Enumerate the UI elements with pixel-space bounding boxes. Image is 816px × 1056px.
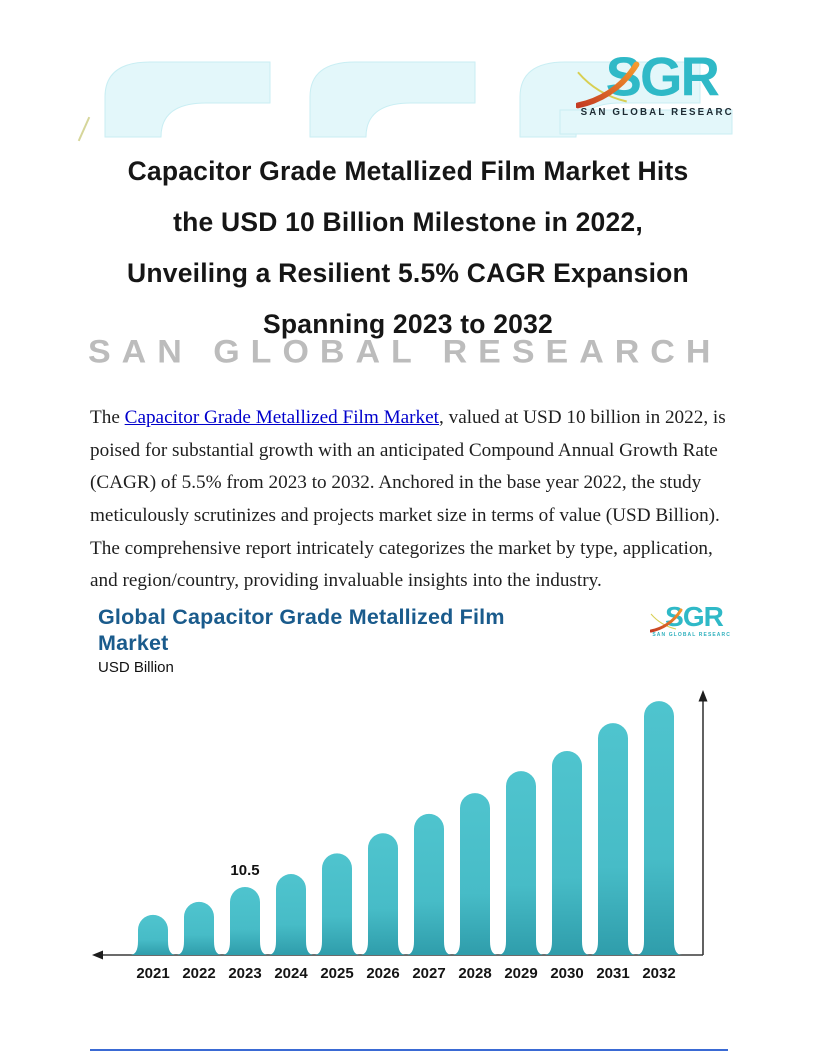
- bar-2032: [636, 701, 682, 955]
- watermark-letter-shape: [559, 109, 733, 135]
- footer-rule: [90, 1049, 728, 1051]
- logo-swoosh-icon: [650, 608, 683, 633]
- bar-2025: [314, 853, 360, 955]
- x-axis-label: 2031: [596, 965, 629, 982]
- bar-2022: [176, 901, 222, 955]
- intro-paragraph: The Capacitor Grade Metallized Film Mark…: [90, 402, 740, 598]
- bar-2024: [268, 874, 314, 955]
- sgr-logo-small: SGR SAN GLOBAL RESEARCH: [650, 601, 730, 638]
- x-axis-label: 2032: [642, 965, 675, 982]
- x-axis-label: 2025: [320, 965, 353, 982]
- page-title-line: Unveiling a Resilient 5.5% CAGR Expansio…: [127, 258, 689, 288]
- logo-swoosh-icon: [576, 61, 640, 109]
- x-axis-label: 2029: [504, 965, 537, 982]
- page-title: Capacitor Grade Metallized Film Market H…: [40, 146, 776, 350]
- logo-name-text: SAN GLOBAL RESEARCH: [581, 107, 732, 118]
- x-axis-label: 2030: [550, 965, 583, 982]
- x-axis-label: 2021: [136, 965, 169, 982]
- bar-2028: [452, 793, 498, 955]
- x-axis-left-arrow-icon: [92, 950, 103, 960]
- logo-name-text: SAN GLOBAL RESEARCH: [652, 632, 730, 638]
- bar-data-label: 10.5: [230, 862, 259, 879]
- watermark-letter-shape: [104, 61, 271, 138]
- bar-2026: [360, 833, 406, 955]
- sgr-logo: SGR SAN GLOBAL RESEARCH: [576, 47, 732, 118]
- bar-2021: [130, 914, 176, 955]
- paragraph-prefix: The: [90, 407, 125, 429]
- page-title-line: Spanning 2023 to 2032: [263, 309, 553, 339]
- logo-swoosh-thin: [577, 71, 627, 103]
- market-bar-chart: 2021 2022 2023 10.5 2024 2025 2026 2027 2028 2029…: [92, 690, 708, 982]
- logo-swoosh-thin: [650, 613, 677, 630]
- bars-group: 2021 2022 2023 10.5 2024 2025 2026 2027 2028 2029…: [130, 701, 682, 982]
- bar-2031: [590, 723, 636, 955]
- bar-2030: [544, 751, 590, 955]
- x-axis-label: 2026: [366, 965, 399, 982]
- bar-2023: [222, 887, 268, 955]
- x-axis-label: 2028: [458, 965, 491, 982]
- x-axis-label: 2023: [228, 965, 261, 982]
- logo-acronym-text: SGR: [665, 601, 723, 632]
- chart-title: Global Capacitor Grade Metallized Film M…: [98, 605, 505, 655]
- paragraph-body: , valued at USD 10 billion in 2022, is p…: [90, 407, 726, 592]
- market-report-link[interactable]: Capacitor Grade Metallized Film Market: [124, 407, 439, 429]
- watermark-letter-shape: [309, 61, 476, 138]
- x-axis-label: 2024: [274, 965, 308, 982]
- background-watermark: [104, 61, 733, 138]
- page-title-line: Capacitor Grade Metallized Film Market H…: [127, 156, 689, 186]
- page-title-line: the USD 10 Billion Milestone in 2022,: [173, 207, 643, 237]
- bar-2029: [498, 771, 544, 955]
- x-axis-label: 2022: [182, 965, 215, 982]
- logo-acronym-text: SGR: [606, 47, 720, 108]
- chart-unit-label: USD Billion: [98, 659, 174, 676]
- x-axis-label: 2027: [412, 965, 445, 982]
- watermark-text: SAN GLOBAL RESEARCH: [88, 333, 722, 371]
- bar-2027: [406, 813, 452, 955]
- y-axis-up-arrow-icon: [698, 690, 708, 702]
- chart-header: Global Capacitor Grade Metallized Film M…: [98, 604, 578, 676]
